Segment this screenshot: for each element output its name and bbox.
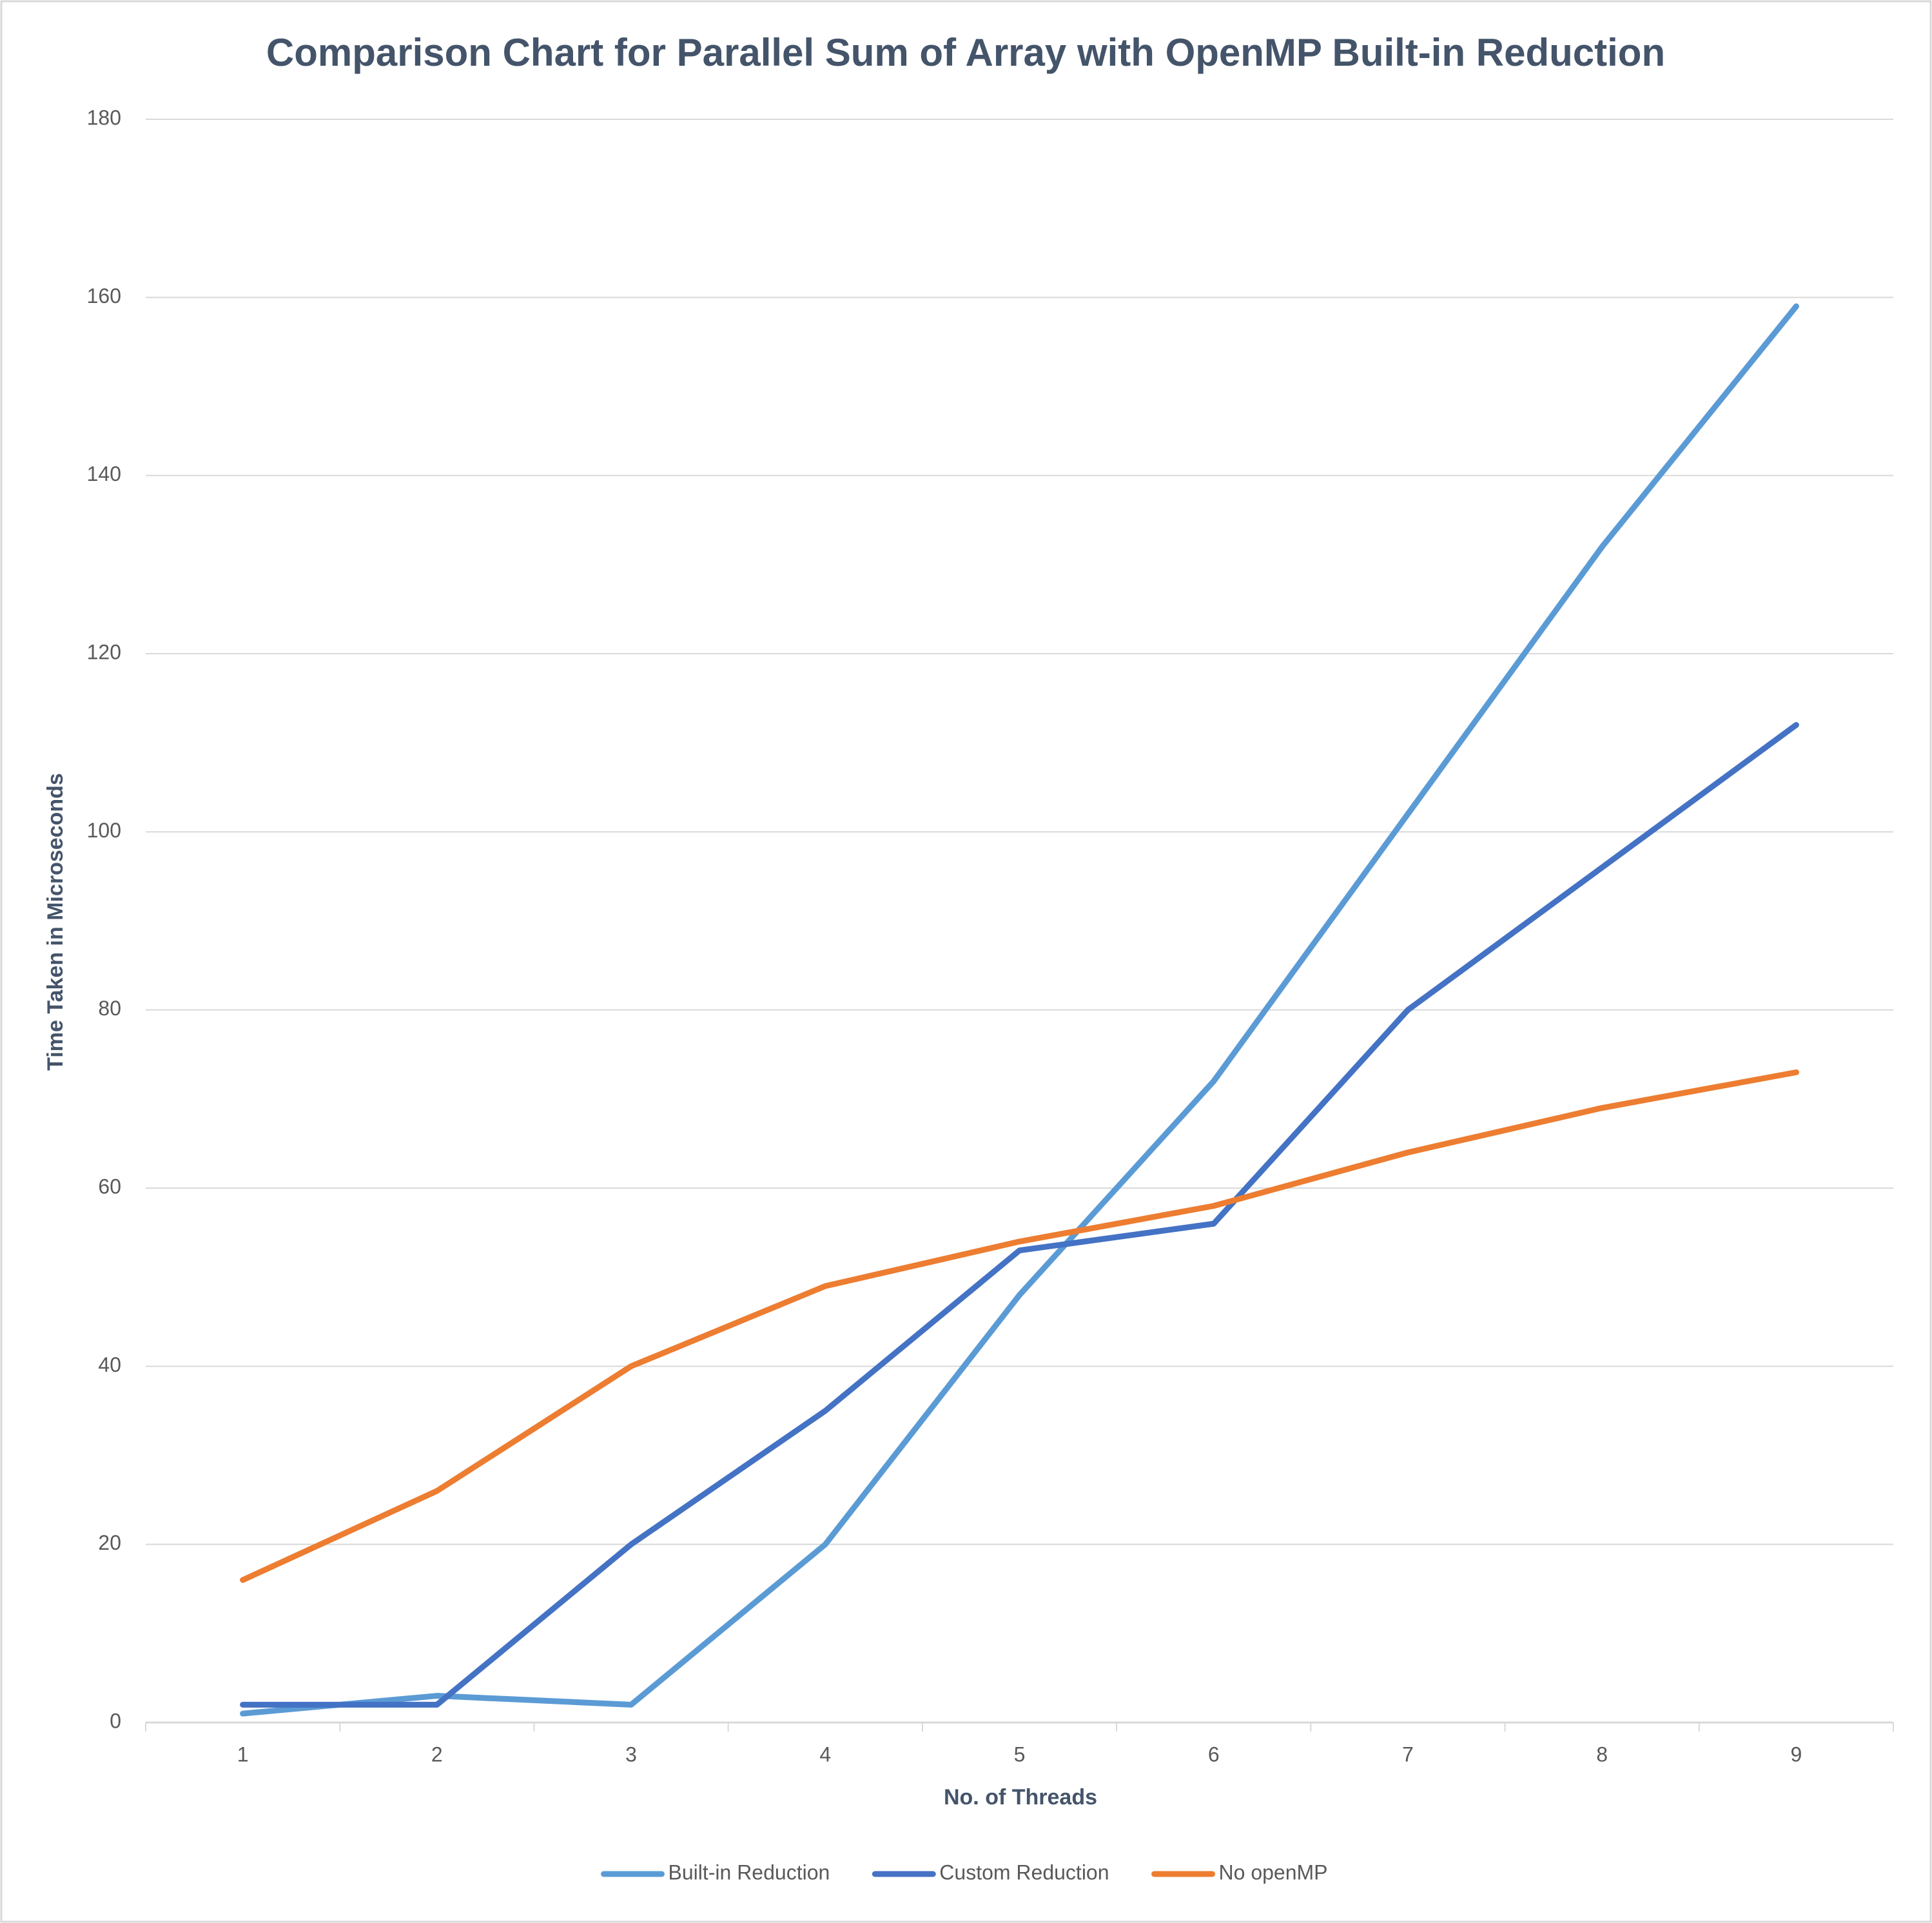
x-tick-label: 6 [1208, 1742, 1220, 1766]
x-tick-label: 4 [819, 1742, 831, 1766]
x-tick-label: 3 [625, 1742, 637, 1766]
y-axis-title: Time Taken in Microseconds [43, 773, 68, 1071]
x-tick-label: 7 [1402, 1742, 1414, 1766]
x-tick-label: 2 [431, 1742, 443, 1766]
x-tick-label: 9 [1790, 1742, 1802, 1766]
y-tick-label: 180 [87, 106, 121, 129]
x-tick-label: 1 [237, 1742, 249, 1766]
y-tick-label: 100 [87, 819, 121, 842]
series-line [240, 722, 1799, 1708]
x-tick-label: 8 [1596, 1742, 1608, 1766]
series-line [240, 303, 1799, 1717]
x-axis-title: No. of Threads [944, 1785, 1097, 1810]
y-tick-label: 0 [110, 1709, 121, 1732]
legend-label: Custom Reduction [939, 1860, 1109, 1884]
y-tick-label: 60 [98, 1175, 121, 1198]
y-tick-label: 160 [87, 284, 121, 307]
y-tick-label: 40 [98, 1353, 121, 1376]
y-tick-label: 80 [98, 997, 121, 1020]
y-tick-label: 140 [87, 462, 121, 485]
chart-title: Comparison Chart for Parallel Sum of Arr… [266, 31, 1665, 74]
series-line [240, 1069, 1799, 1583]
x-tick-label: 5 [1014, 1742, 1026, 1766]
y-tick-label: 120 [87, 640, 121, 663]
legend-label: Built-in Reduction [668, 1860, 830, 1884]
legend-label: No openMP [1219, 1860, 1328, 1884]
y-tick-label: 20 [98, 1531, 121, 1554]
